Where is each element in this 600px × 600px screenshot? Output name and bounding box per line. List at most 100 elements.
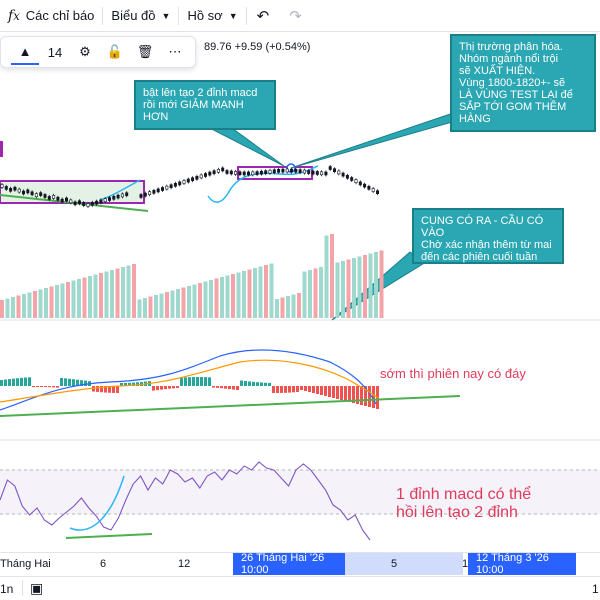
bottom-divider <box>22 580 23 596</box>
line-width-value[interactable]: 14 <box>47 44 63 60</box>
candle-body <box>204 173 208 177</box>
interval-button[interactable]: 1n <box>0 582 14 596</box>
candle-body <box>315 171 319 175</box>
bottom-right-value[interactable]: 1 <box>592 582 599 596</box>
macd-bar <box>288 386 291 393</box>
candle-body <box>302 169 306 174</box>
volume-bar <box>269 263 274 318</box>
candlestick-series <box>0 165 379 208</box>
volume-bar <box>302 271 307 318</box>
macd-bar <box>304 386 307 391</box>
volume-bar <box>264 265 268 318</box>
macd-bar <box>316 386 319 394</box>
macd-bar <box>224 386 227 389</box>
macd-bar <box>24 377 27 386</box>
macd-bar <box>100 386 103 393</box>
candle-body <box>324 171 328 176</box>
callout-market[interactable]: Thị trường phân hóa. Nhóm ngành nổi trội… <box>450 34 596 132</box>
macd-bar <box>124 382 127 386</box>
volume-bar <box>0 300 4 318</box>
volume-bar <box>341 261 345 318</box>
callout-supply[interactable]: CUNG CÓ RA - CẦU CÓ VÀO Chờ xác nhận thê… <box>412 208 564 264</box>
candle-body <box>26 189 30 194</box>
candle-body <box>86 203 90 207</box>
candle-body <box>337 170 341 175</box>
volume-bar <box>44 288 48 318</box>
candle-body <box>143 192 147 197</box>
macd-bar <box>352 386 355 403</box>
macd-bar <box>120 382 123 386</box>
time-axis[interactable]: Tháng Hai 6 12 26 Tháng Hai '26 10:00 5 … <box>0 552 600 576</box>
rsi-band <box>0 470 600 514</box>
volume-bar <box>330 234 334 318</box>
indicators-button[interactable]: fx Các chỉ báo <box>0 0 102 32</box>
lock-icon[interactable]: 🔓 <box>106 44 124 59</box>
macd-bar <box>72 379 75 386</box>
macd-bar <box>68 378 71 386</box>
candle-body <box>375 190 379 194</box>
rsi-projection[interactable] <box>69 475 125 531</box>
macd-bar <box>248 381 251 386</box>
toolbar-divider <box>178 6 180 25</box>
macd-bar <box>48 386 51 388</box>
macd-bar <box>312 386 315 393</box>
callout-macd-top[interactable]: bật lên tạo 2 đỉnh macd rồi mới GIẢM MẠN… <box>134 80 276 130</box>
indicators-label: Các chỉ báo <box>25 8 95 23</box>
profile-menu-button[interactable]: Hồ sơ ▼ <box>179 0 245 32</box>
rsi-note[interactable]: 1 đỉnh macd có thể hồi lên tạo 2 đỉnh <box>396 486 532 521</box>
redo-icon[interactable]: ↷ <box>289 7 302 25</box>
volume-bar <box>220 277 224 318</box>
macd-bar <box>296 386 299 392</box>
volume-bar <box>346 259 351 318</box>
rsi-line[interactable] <box>0 461 371 541</box>
more-icon[interactable]: ⋯ <box>168 44 182 59</box>
profile-menu-label: Hồ sơ <box>187 8 223 23</box>
candle-body <box>17 188 21 193</box>
macd-bar <box>232 386 235 390</box>
macd-bar <box>216 386 219 388</box>
candle-body <box>251 171 255 176</box>
projection-curve[interactable] <box>99 179 141 201</box>
chart-canvas[interactable] <box>0 0 600 552</box>
time-label: 6 <box>100 558 107 570</box>
macd-bar <box>32 386 35 388</box>
candle-body <box>182 180 186 184</box>
candle-body <box>56 196 60 201</box>
candle-body <box>281 168 285 173</box>
fill-bucket-icon[interactable]: ▲ <box>11 39 39 65</box>
volume-bar <box>22 294 26 318</box>
volume-bar <box>66 282 70 318</box>
macd-bar <box>116 386 119 393</box>
chevron-down-icon: ▼ <box>228 10 238 21</box>
volume-bar <box>82 277 87 318</box>
volume-bar <box>49 286 54 318</box>
volume-bar <box>33 291 37 318</box>
macd-bar <box>292 386 295 393</box>
candle-body <box>9 188 13 192</box>
macd-bar <box>172 386 175 389</box>
candle-body <box>116 194 120 199</box>
macd-bar <box>192 377 195 386</box>
chart-menu-button[interactable]: Biểu đồ ▼ <box>103 0 178 32</box>
candle-body <box>152 190 156 194</box>
time-label: 5 <box>391 558 398 570</box>
trash-icon[interactable]: 🗑 <box>136 44 154 59</box>
signal-line[interactable] <box>0 359 379 403</box>
undo-icon[interactable]: ↶ <box>256 7 270 25</box>
volume-bar <box>192 284 197 318</box>
macd-bar <box>264 382 267 386</box>
macd-bar <box>188 377 191 386</box>
trend-line-macd[interactable] <box>0 395 461 417</box>
candle-body <box>298 169 302 173</box>
macd-bottom-note[interactable]: sớm thì phiên nay có đáy <box>380 366 526 381</box>
macd-bar <box>364 386 367 406</box>
macd-line[interactable] <box>0 349 377 411</box>
trend-line-rsi[interactable] <box>65 533 153 539</box>
candle-body <box>90 202 94 206</box>
calendar-range-icon[interactable]: ▣ <box>30 580 44 596</box>
candle-body <box>247 171 251 176</box>
volume-bar <box>291 294 296 318</box>
gear-icon[interactable]: ⚙ <box>79 44 91 59</box>
macd-bar <box>180 377 183 386</box>
macd-bar <box>84 380 87 386</box>
